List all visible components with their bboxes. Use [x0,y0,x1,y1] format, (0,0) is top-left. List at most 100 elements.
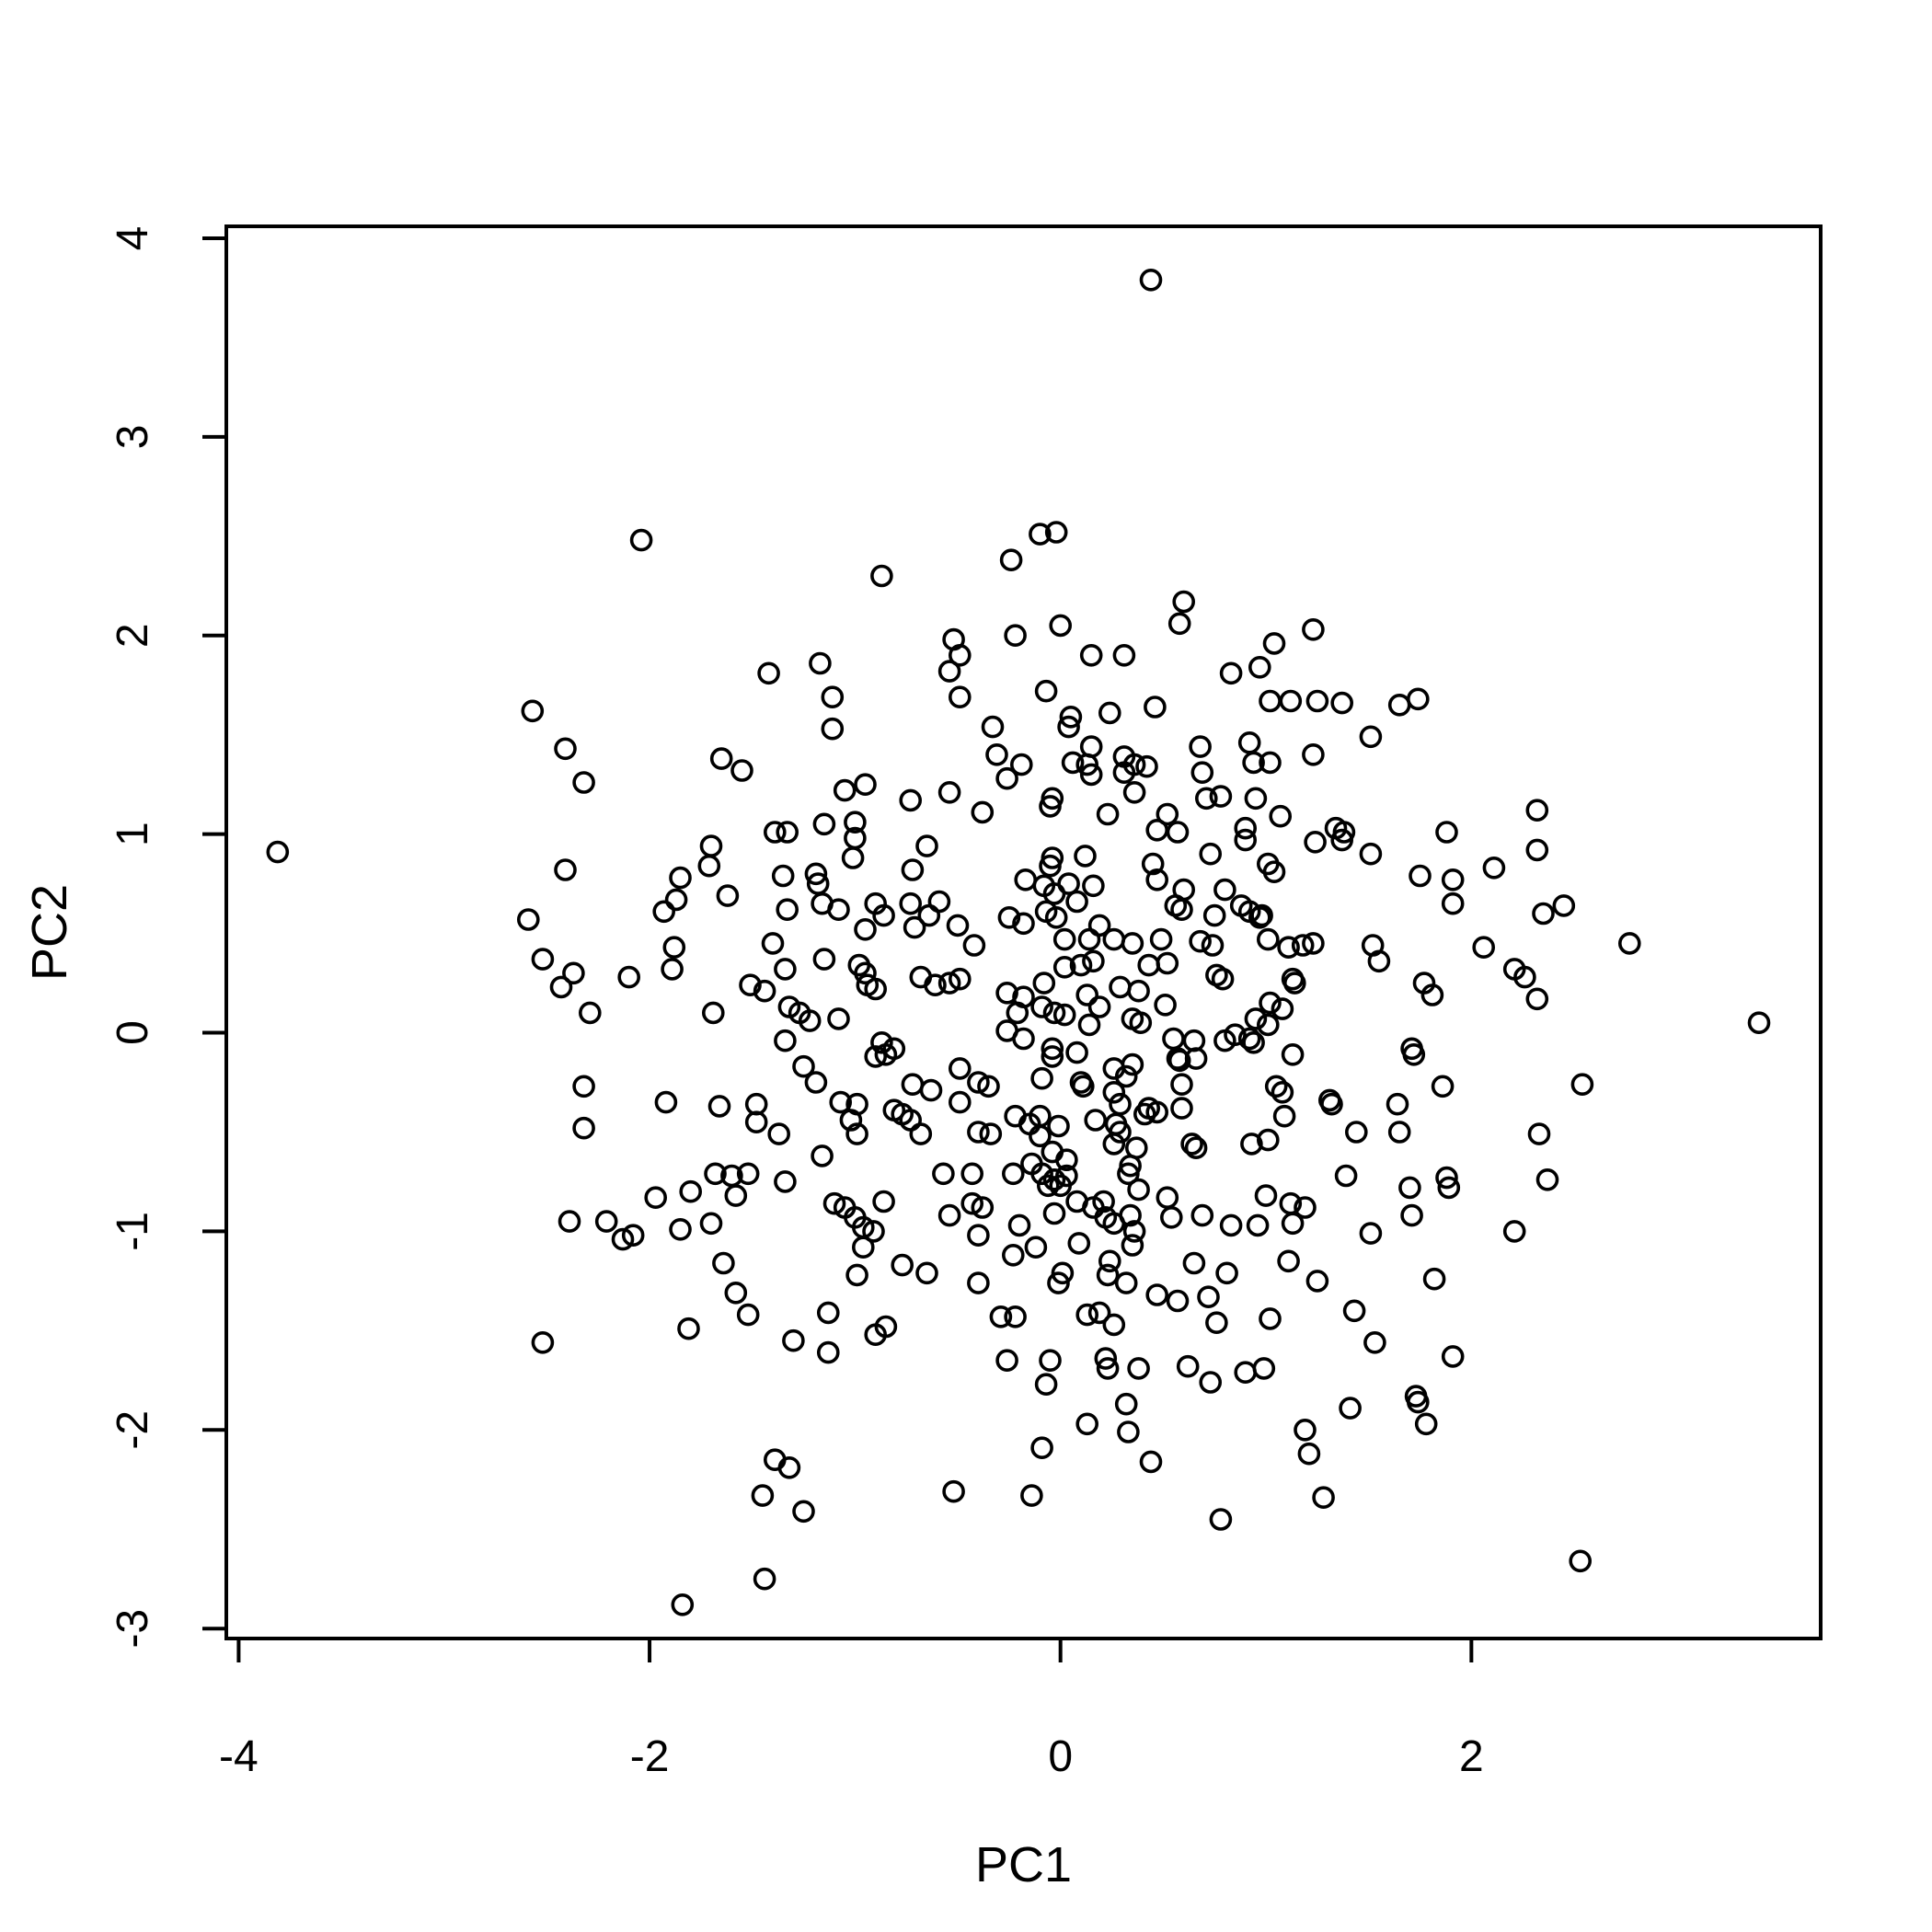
data-point [1024,1236,1048,1259]
data-point [901,1073,925,1096]
data-point [862,1220,885,1243]
data-point [679,1179,703,1203]
data-point [549,975,573,999]
data-point [1244,787,1268,811]
x-tick-label: 2 [1459,1732,1484,1781]
data-point [1170,1073,1193,1096]
data-point [572,1075,595,1098]
data-point [932,1162,955,1186]
data-point [1075,753,1098,776]
data-point [1502,1220,1526,1243]
data-point [1277,936,1300,959]
data-point [1254,1184,1278,1207]
data-point [1077,1013,1101,1037]
data-point [1049,1174,1072,1198]
data-point [1398,1176,1421,1200]
data-point [870,564,893,588]
data-point [864,977,888,1001]
data-point [1034,679,1058,703]
data-point [1145,1100,1168,1124]
data-point [1041,1045,1064,1068]
data-point [1513,965,1536,989]
data-point [949,685,972,709]
data-point [1137,953,1160,977]
data-point [1219,661,1243,685]
data-point [1359,725,1383,749]
data-point [1305,689,1329,713]
data-point [937,1203,961,1227]
data-point [1441,1345,1465,1368]
data-point [1387,693,1411,717]
data-point [578,1001,602,1025]
data-point [753,979,776,1003]
data-point [572,1116,595,1140]
data-point [854,917,877,941]
data-point [594,1210,618,1233]
data-point [1122,753,1146,776]
data-point [1291,934,1315,957]
data-point [937,972,961,995]
data-point [995,1349,1018,1372]
data-point [1004,1305,1027,1328]
data-point [1211,967,1235,991]
data-point [730,759,753,782]
data-point [1034,1373,1058,1396]
data-point [821,685,845,709]
data-point [1109,975,1132,999]
data-point [1302,617,1325,641]
data-point [1271,997,1294,1020]
data-point [1242,1031,1265,1054]
data-point [1096,1263,1120,1287]
data-point [811,1144,834,1167]
data-point [1156,1186,1179,1209]
data-point [1272,1104,1296,1128]
data-point [712,1251,735,1275]
data-point [1420,983,1444,1006]
data-point [774,1170,797,1193]
data-point [1248,655,1271,679]
data-point [1029,1124,1052,1148]
data-point [1156,802,1179,826]
data-point [1072,1075,1095,1098]
y-tick-label: -2 [109,1410,157,1450]
data-point [833,778,857,802]
data-point [724,1282,748,1305]
data-point [1246,1213,1270,1237]
data-point [1041,1037,1064,1061]
data-point [1032,972,1056,995]
data-point [753,1567,776,1591]
data-point [1525,987,1549,1011]
data-point [1082,949,1105,973]
data-point [617,965,641,989]
data-point [1167,612,1191,636]
data-point [1213,878,1236,902]
data-point [946,914,970,937]
data-point [1055,1148,1078,1171]
data-point [1042,1168,1066,1191]
data-point [1139,1450,1163,1474]
data-point [763,821,787,844]
data-point [915,1261,938,1285]
x-axis-label: PC1 [975,1837,1072,1892]
data-point [774,958,797,981]
data-point [1237,730,1261,754]
data-point [1087,1301,1111,1325]
data-point [662,936,686,959]
data-point [927,890,951,914]
data-point [792,1500,815,1524]
data-point [1052,956,1076,979]
data-point [872,903,895,927]
y-tick-label: -3 [109,1609,157,1649]
data-point [767,1122,791,1145]
data-point [1189,929,1212,953]
data-point [1525,799,1549,822]
data-point [822,1191,846,1215]
data-point [1077,927,1101,951]
data-point [1525,838,1549,862]
data-point [1281,1043,1305,1066]
data-point [804,862,828,886]
data-point [1283,972,1306,995]
data-point [1482,856,1506,880]
data-point [1102,1081,1126,1104]
plot-box [224,224,1823,1640]
